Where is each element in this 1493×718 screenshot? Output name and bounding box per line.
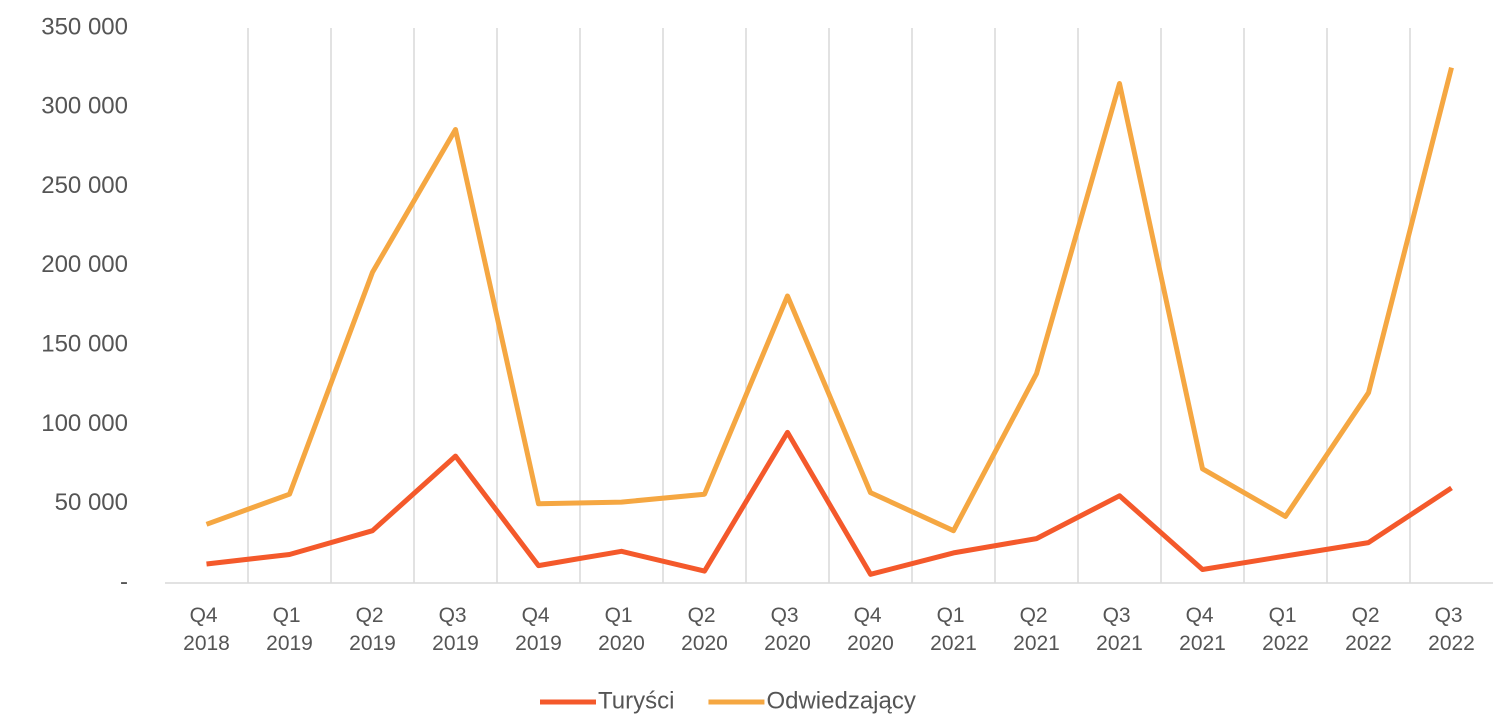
y-tick-label: 350 000 bbox=[41, 13, 128, 40]
y-tick-label: 300 000 bbox=[41, 93, 128, 120]
x-tick-label: Q2 2022 bbox=[1345, 604, 1392, 655]
x-tick-label: Q1 2020 bbox=[598, 604, 645, 655]
x-tick-label: Q2 2021 bbox=[1013, 604, 1060, 655]
line-series bbox=[205, 66, 1454, 534]
x-tick-label: Q4 2020 bbox=[847, 604, 894, 655]
x-tick-label: Q4 2019 bbox=[515, 604, 562, 655]
x-tick-label: Q3 2020 bbox=[764, 604, 811, 655]
x-tick-label: Q4 2021 bbox=[1179, 604, 1226, 655]
x-tick-label: Q2 2019 bbox=[349, 604, 396, 655]
y-tick-label: 50 000 bbox=[55, 489, 128, 516]
legend-label: Turyści bbox=[598, 687, 674, 714]
y-tick-label: 150 000 bbox=[41, 330, 128, 357]
y-tick-label: 100 000 bbox=[41, 410, 128, 437]
y-tick-label: 200 000 bbox=[41, 251, 128, 278]
x-tick-label: Q3 2022 bbox=[1428, 604, 1475, 655]
x-tick-label: Q4 2018 bbox=[183, 604, 230, 655]
x-tick-label: Q1 2021 bbox=[930, 604, 977, 655]
legend-label: Odwiedzający bbox=[766, 687, 915, 714]
y-tick-label: - bbox=[120, 568, 128, 595]
x-tick-label: Q1 2019 bbox=[266, 604, 313, 655]
x-tick-label: Q3 2021 bbox=[1096, 604, 1143, 655]
x-tick-label: Q2 2020 bbox=[681, 604, 728, 655]
x-tick-label: Q3 2019 bbox=[432, 604, 479, 655]
line-series bbox=[206, 429, 1453, 577]
y-tick-label: 250 000 bbox=[41, 172, 128, 199]
x-tick-label: Q1 2022 bbox=[1262, 604, 1309, 655]
